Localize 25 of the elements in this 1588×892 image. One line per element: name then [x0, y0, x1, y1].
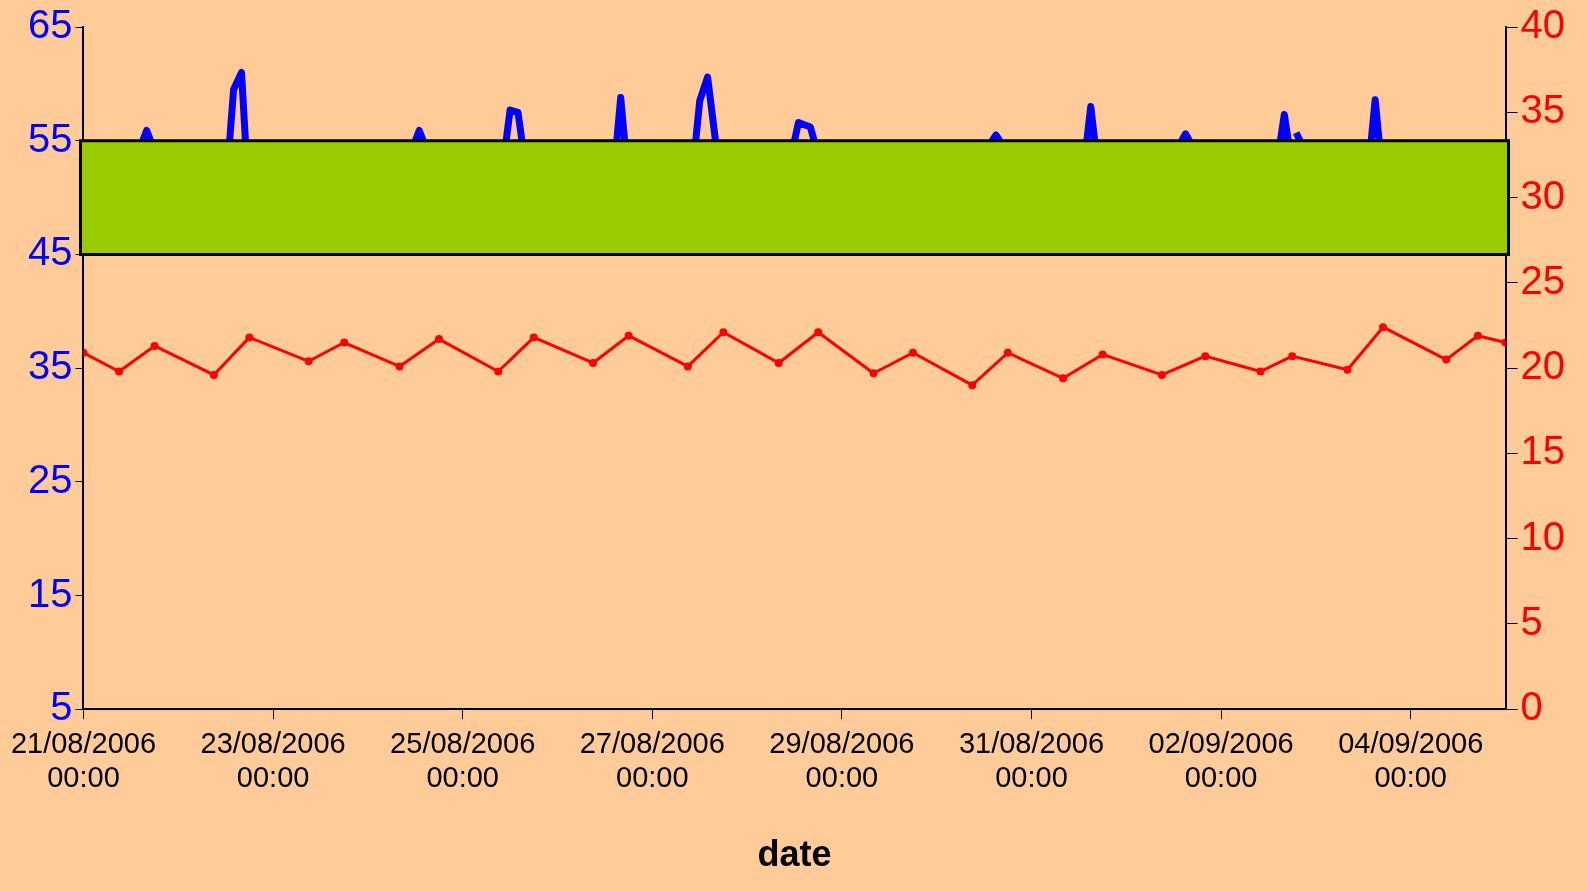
- x-tick-label: 31/08/2006 00:00: [958, 726, 1105, 794]
- y-tick-label: 15: [27, 570, 73, 615]
- y-tick-label: 55: [27, 115, 73, 160]
- y2-tick-label: 0: [1520, 684, 1543, 729]
- x-tick-label: 21/08/2006 00:00: [10, 726, 157, 794]
- x-tick-label: 29/08/2006 00:00: [769, 726, 915, 794]
- y-tick-label: 5: [50, 684, 73, 729]
- y2-tick-label: 20: [1520, 343, 1566, 388]
- y-tick-label: 65: [27, 2, 73, 47]
- x-tick-label: 04/09/2006 00:00: [1338, 726, 1484, 794]
- y-tick-label: 25: [27, 456, 73, 501]
- y2-tick-label: 15: [1520, 428, 1566, 473]
- y2-tick-label: 10: [1520, 513, 1566, 558]
- x-axis-title: date: [757, 833, 832, 875]
- x-tick-label: 02/09/2006 00:00: [1148, 726, 1294, 794]
- y-tick-label: 35: [27, 343, 73, 388]
- x-tick-label: 23/08/2006 00:00: [200, 726, 346, 794]
- y2-tick-label: 40: [1520, 2, 1566, 47]
- x-tick-label: 27/08/2006 00:00: [579, 726, 725, 794]
- x-tick-label: 25/08/2006 00:00: [390, 726, 536, 794]
- y2-tick-label: 5: [1520, 598, 1543, 643]
- y2-tick-label: 35: [1520, 87, 1566, 132]
- y2-tick-label: 30: [1520, 172, 1566, 217]
- y-tick-label: 45: [27, 229, 73, 274]
- y2-tick-label: 25: [1520, 257, 1566, 302]
